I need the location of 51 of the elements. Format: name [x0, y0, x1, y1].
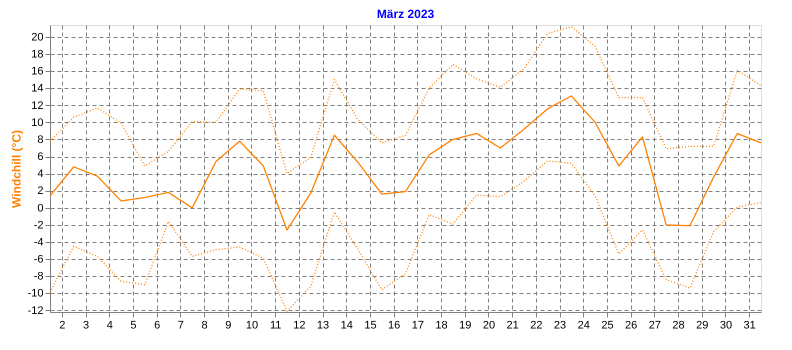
y-tick-label: -4	[34, 236, 44, 248]
y-tick-label: -12	[28, 304, 44, 317]
x-tick-label: 24	[578, 320, 590, 332]
y-tick-label: -8	[34, 270, 44, 283]
x-tick-label: 31	[744, 320, 756, 332]
x-tick-label: 20	[482, 320, 496, 332]
y-tick-label: 16	[31, 66, 44, 78]
line-series	[49, 26, 762, 174]
x-tick-label: 26	[625, 320, 638, 332]
y-tick-label: 6	[37, 151, 44, 164]
y-tick-label: 14	[31, 82, 44, 95]
y-tick-label: 2	[37, 185, 44, 198]
x-tick-label: 28	[672, 320, 685, 332]
y-tick-label: -6	[34, 254, 44, 266]
y-tick-label: -10	[28, 288, 44, 300]
x-tick-label: 27	[648, 320, 661, 332]
x-tick-label: 14	[340, 320, 353, 332]
x-tick-label: 29	[696, 320, 708, 332]
y-tick-label: 12	[31, 100, 44, 112]
x-tick-label: 11	[270, 320, 282, 332]
x-tick-label: 12	[293, 320, 306, 332]
x-tick-label: 7	[178, 320, 184, 332]
x-tick-label: 8	[201, 320, 208, 332]
line-series	[49, 95, 762, 231]
x-tick-label: 10	[246, 320, 258, 332]
x-tick-label: 18	[435, 320, 448, 332]
x-tick-label: 9	[225, 320, 232, 332]
x-tick-label: 15	[364, 320, 377, 332]
y-tick-label: 20	[31, 31, 44, 44]
y-tick-label: 8	[37, 134, 44, 146]
x-tick-label: 13	[316, 320, 330, 332]
y-axis-title: Windchill (°C)	[10, 130, 24, 208]
chart-title: März 2023	[376, 7, 435, 21]
y-tick-label: 0	[37, 202, 44, 214]
y-tick-label: 10	[31, 116, 44, 129]
x-tick-label: 19	[459, 320, 472, 332]
y-tick-label: -2	[34, 219, 44, 232]
x-tick-label: 23	[554, 320, 566, 332]
x-tick-label: 21	[506, 320, 519, 332]
y-tick-label: 4	[37, 168, 44, 180]
x-tick-label: 6	[154, 320, 160, 332]
x-tick-label: 22	[530, 320, 542, 332]
x-tick-label: 4	[106, 320, 113, 332]
x-tick-label: 3	[82, 320, 90, 332]
x-tick-label: 16	[388, 320, 400, 332]
x-tick-label: 30	[720, 320, 732, 332]
x-tick-label: 25	[601, 320, 614, 332]
y-tick-label: 18	[31, 48, 44, 61]
x-tick-label: 2	[59, 320, 66, 332]
x-tick-label: 17	[412, 320, 424, 332]
x-tick-label: 5	[130, 320, 137, 332]
